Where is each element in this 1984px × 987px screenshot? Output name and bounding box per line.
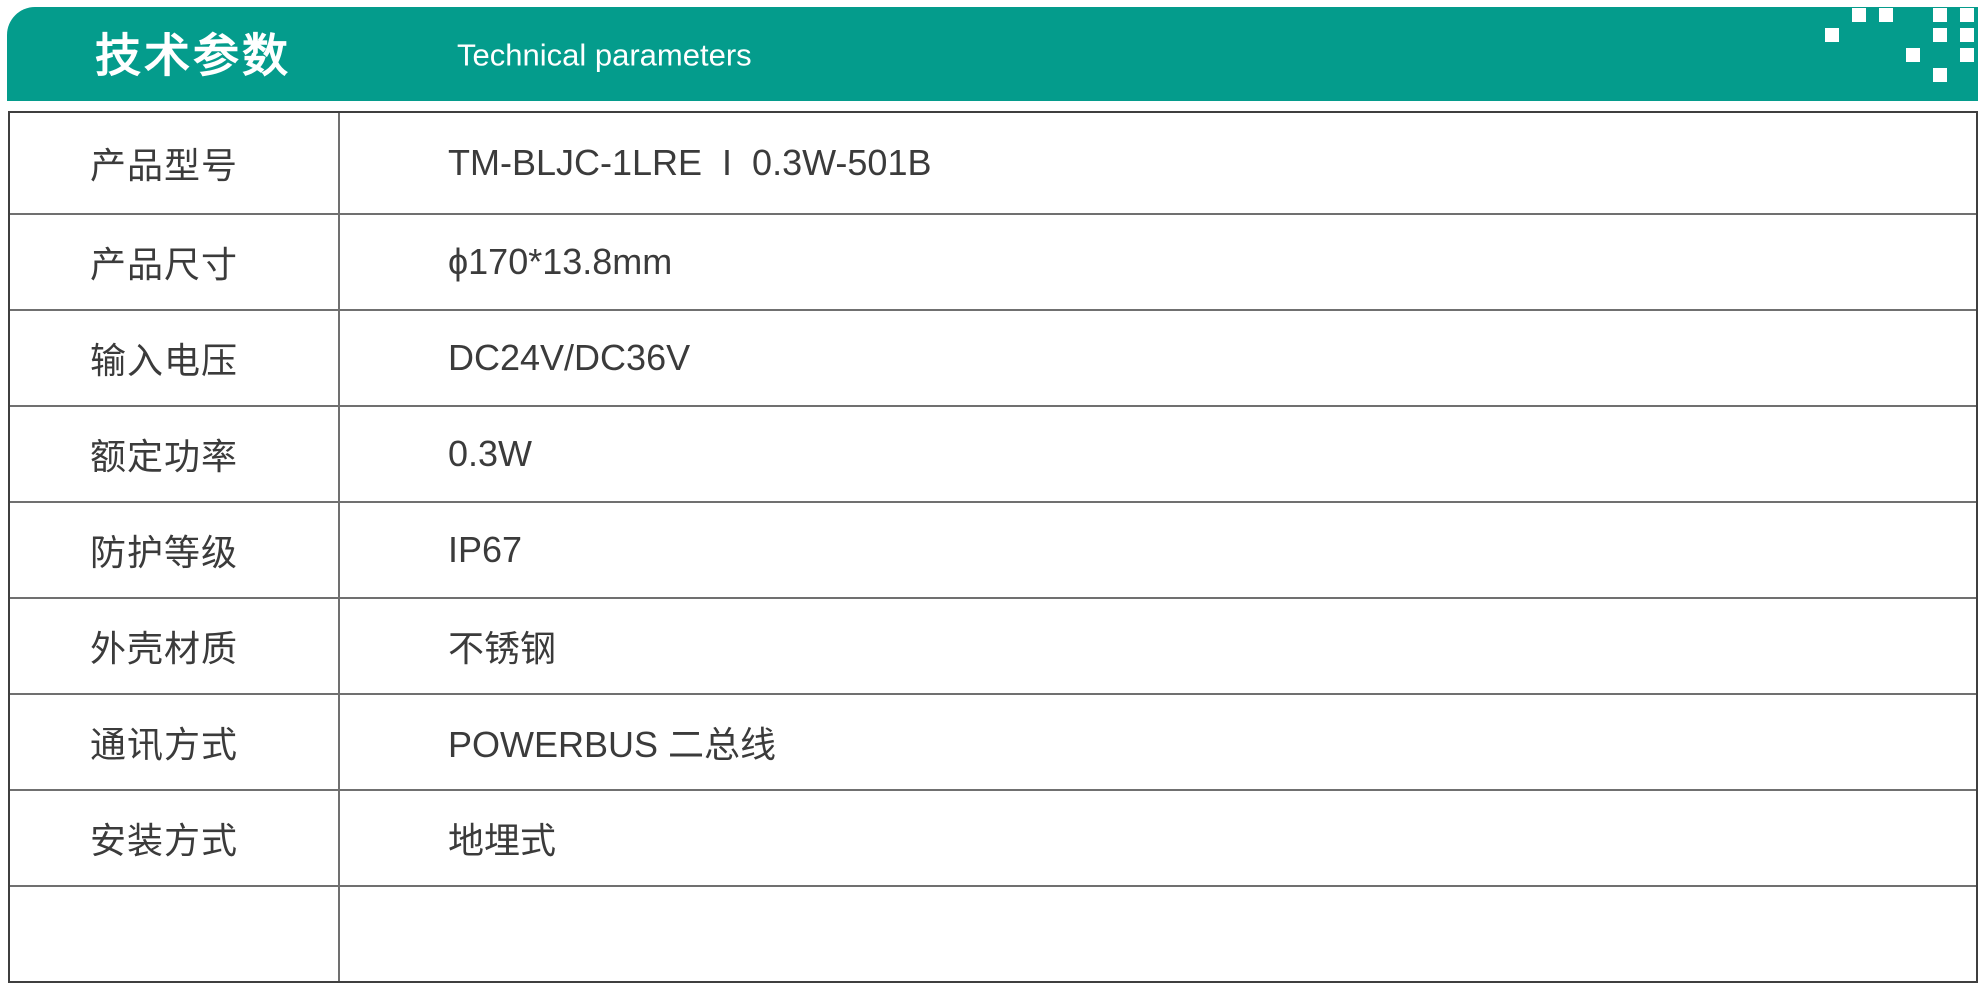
row-label: 输入电压 bbox=[10, 311, 340, 405]
row-value: 0.3W bbox=[448, 433, 533, 474]
spec-table: 产品型号 TM-BLJC-1LRE I 0.3W-501B 产品尺寸 ϕ170*… bbox=[8, 111, 1978, 983]
pixel-square bbox=[1852, 8, 1866, 22]
table-row: 安装方式 地埋式 bbox=[10, 789, 1976, 885]
row-value: ϕ170*13.8mm bbox=[448, 241, 673, 282]
row-value: TM-BLJC-1LRE I 0.3W-501B bbox=[448, 142, 932, 183]
table-row: 产品尺寸 ϕ170*13.8mm bbox=[10, 213, 1976, 309]
page-title: 技术参数 bbox=[95, 29, 291, 82]
pixel-square bbox=[1933, 8, 1947, 22]
table-row: 产品型号 TM-BLJC-1LRE I 0.3W-501B bbox=[10, 113, 1976, 213]
row-value: 不锈钢 bbox=[448, 628, 557, 669]
table-row: 额定功率 0.3W bbox=[10, 405, 1976, 501]
row-label: 外壳材质 bbox=[10, 599, 340, 693]
pixel-square bbox=[1933, 28, 1947, 42]
pixel-squares-decoration bbox=[1825, 8, 1975, 86]
table-row: 通讯方式 POWERBUS 二总线 bbox=[10, 693, 1976, 789]
pixel-square bbox=[1879, 8, 1893, 22]
row-label: 产品尺寸 bbox=[10, 215, 340, 309]
row-value bbox=[340, 887, 1976, 981]
row-label bbox=[10, 887, 340, 981]
pixel-square bbox=[1825, 28, 1839, 42]
table-row: 外壳材质 不锈钢 bbox=[10, 597, 1976, 693]
row-label: 防护等级 bbox=[10, 503, 340, 597]
table-row: 防护等级 IP67 bbox=[10, 501, 1976, 597]
row-value: IP67 bbox=[448, 529, 523, 570]
pixel-square bbox=[1960, 48, 1974, 62]
pixel-square bbox=[1960, 8, 1974, 22]
pixel-square bbox=[1906, 48, 1920, 62]
row-label: 通讯方式 bbox=[10, 695, 340, 789]
pixel-square bbox=[1960, 28, 1974, 42]
row-label: 安装方式 bbox=[10, 791, 340, 885]
row-value: DC24V/DC36V bbox=[448, 337, 691, 378]
page-subtitle: Technical parameters bbox=[457, 37, 752, 73]
row-label: 产品型号 bbox=[10, 113, 340, 213]
table-row: 输入电压 DC24V/DC36V bbox=[10, 309, 1976, 405]
header-banner: 技术参数 Technical parameters bbox=[7, 7, 1978, 101]
table-row bbox=[10, 885, 1976, 981]
row-label: 额定功率 bbox=[10, 407, 340, 501]
row-value: 地埋式 bbox=[448, 820, 557, 861]
row-value: POWERBUS 二总线 bbox=[448, 724, 777, 765]
pixel-square bbox=[1933, 68, 1947, 82]
